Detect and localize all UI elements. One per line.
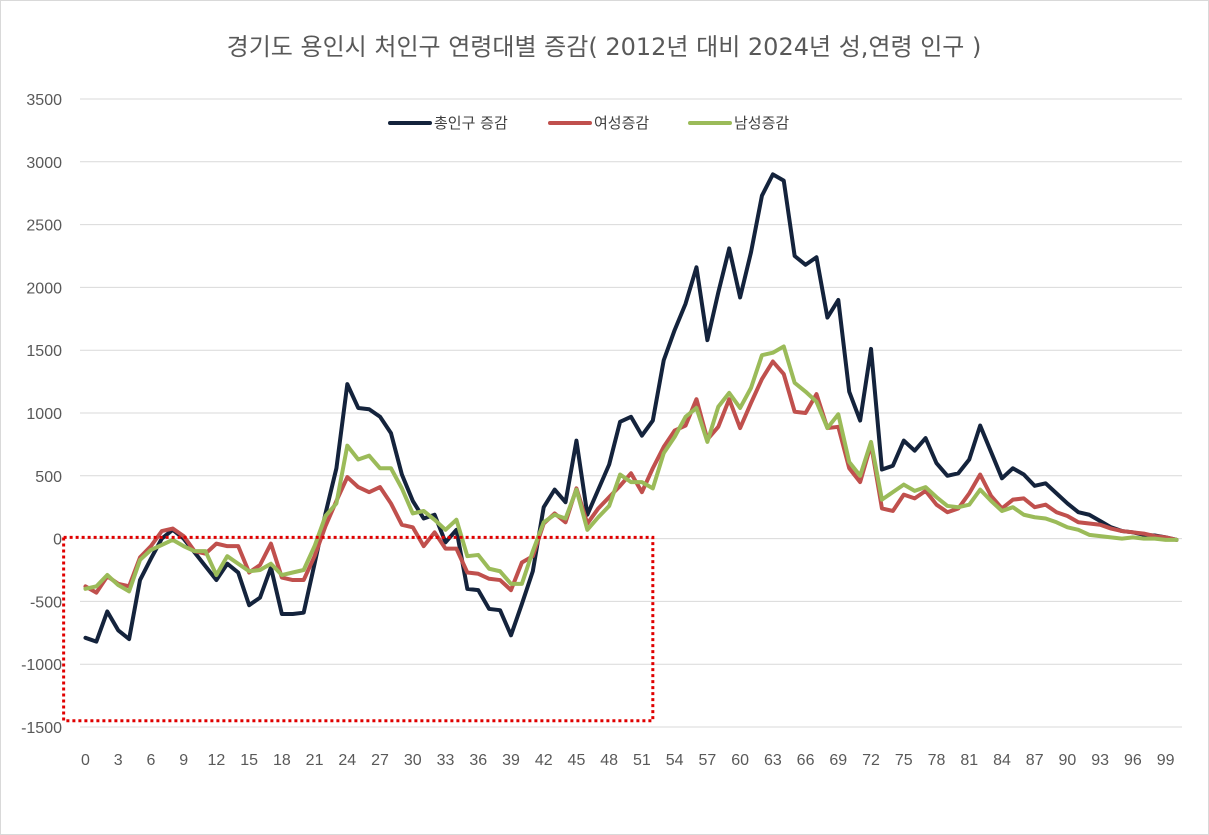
- x-tick-label: 96: [1124, 752, 1142, 769]
- x-tick-label: 21: [306, 752, 324, 769]
- x-tick-label: 48: [600, 752, 618, 769]
- chart-title: 경기도 용인시 처인구 연령대별 증감( 2012년 대비 2024년 성,연령…: [227, 33, 982, 61]
- x-tick-label: 42: [535, 752, 553, 769]
- x-tick-label: 87: [1026, 752, 1044, 769]
- series-line-0: [83, 172, 1179, 644]
- y-tick-label: 500: [35, 469, 62, 486]
- legend-label: 여성증감: [594, 114, 649, 132]
- x-tick-label: 12: [207, 752, 225, 769]
- x-tick-label: 72: [862, 752, 880, 769]
- x-tick-label: 93: [1091, 752, 1109, 769]
- y-tick-label: 3000: [26, 155, 62, 172]
- x-tick-label: 30: [404, 752, 422, 769]
- y-tick-label: 1000: [26, 406, 62, 423]
- y-tick-label: -1000: [21, 657, 62, 674]
- gridlines: [80, 98, 1182, 728]
- series-line-1: [83, 359, 1179, 595]
- series-lines: [83, 172, 1179, 644]
- x-tick-label: 63: [764, 752, 782, 769]
- x-tick-label: 84: [993, 752, 1011, 769]
- x-tick-label: 0: [81, 752, 90, 769]
- x-tick-label: 78: [928, 752, 946, 769]
- x-tick-label: 51: [633, 752, 651, 769]
- x-tick-label: 24: [338, 752, 356, 769]
- y-tick-label: 2000: [26, 280, 62, 297]
- x-tick-label: 33: [437, 752, 455, 769]
- x-tick-label: 39: [502, 752, 520, 769]
- legend: 총인구 증감 여성증감 남성증감: [388, 114, 789, 132]
- series-line-2: [83, 344, 1179, 594]
- x-tick-label: 3: [114, 752, 123, 769]
- x-tick-label: 6: [146, 752, 155, 769]
- x-tick-label: 54: [666, 752, 684, 769]
- x-tick-label: 45: [568, 752, 586, 769]
- x-tick-label: 60: [731, 752, 749, 769]
- x-tick-label: 18: [273, 752, 291, 769]
- y-tick-label: 0: [53, 532, 62, 549]
- y-tick-label: 1500: [26, 343, 62, 360]
- y-tick-label: -1500: [21, 720, 62, 737]
- x-tick-label: 15: [240, 752, 258, 769]
- y-axis-ticks: 3500 3000 2500 2000 1500 1000 500 0 -500 -1000 -15…: [21, 92, 62, 737]
- legend-label: 총인구 증감: [434, 114, 508, 132]
- legend-label: 남성증감: [734, 114, 789, 132]
- x-tick-label: 57: [698, 752, 716, 769]
- y-tick-label: -500: [30, 594, 62, 611]
- y-tick-label: 2500: [26, 218, 62, 235]
- x-tick-label: 36: [469, 752, 487, 769]
- x-tick-label: 81: [960, 752, 978, 769]
- x-tick-label: 75: [895, 752, 913, 769]
- x-axis-ticks: 0 3 6 9 12 15 18 21 24 27 30 33 36 39 42 45 48 51 54 57 60 63…: [81, 752, 1175, 769]
- highlight-box: [62, 535, 655, 723]
- x-tick-label: 9: [179, 752, 188, 769]
- x-tick-label: 99: [1157, 752, 1175, 769]
- y-tick-label: 3500: [26, 92, 62, 109]
- x-tick-label: 27: [371, 752, 389, 769]
- x-tick-label: 90: [1059, 752, 1077, 769]
- x-tick-label: 66: [797, 752, 815, 769]
- x-tick-label: 69: [829, 752, 847, 769]
- highlight-box-layer: [62, 535, 655, 723]
